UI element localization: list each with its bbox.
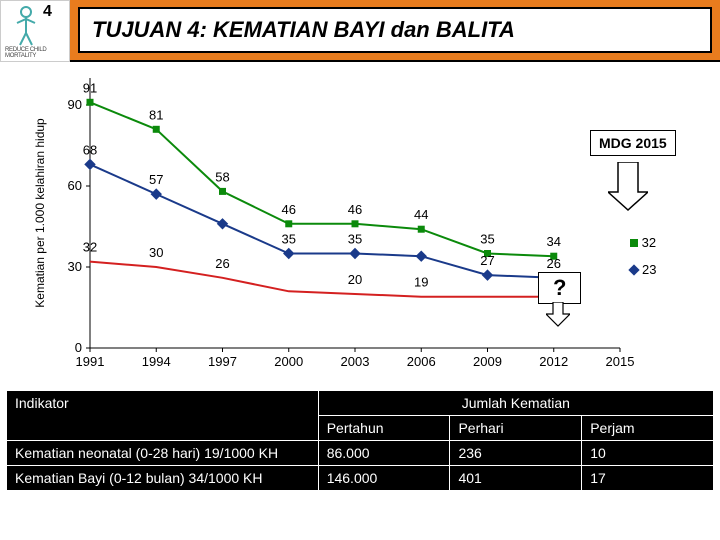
bayi-target: 23 — [642, 262, 656, 277]
svg-text:1991: 1991 — [76, 354, 105, 369]
balita-target-marker: 32 — [630, 235, 656, 250]
bayi-target-marker: 23 — [630, 262, 656, 277]
svg-text:44: 44 — [414, 207, 428, 222]
svg-text:26: 26 — [215, 256, 229, 271]
cell-val: 146.000 — [318, 466, 450, 491]
cell-ind: Kematian Bayi (0-12 bulan) 34/1000 KH — [7, 466, 319, 491]
table-row: Kematian Bayi (0-12 bulan) 34/1000 KH 14… — [7, 466, 714, 491]
svg-text:35: 35 — [348, 232, 362, 247]
goal-icon-box: 4 REDUCE CHILD MORTALITY — [0, 0, 70, 62]
indicator-table: Indikator Jumlah Kematian Pertahun Perha… — [6, 390, 714, 491]
cell-val: 401 — [450, 466, 582, 491]
col-indikator: Indikator — [7, 391, 319, 441]
header-bar: TUJUAN 4: KEMATIAN BAYI dan BALITA — [70, 0, 720, 62]
svg-text:1997: 1997 — [208, 354, 237, 369]
svg-text:26: 26 — [547, 256, 561, 271]
svg-text:2000: 2000 — [274, 354, 303, 369]
table-row: Kematian neonatal (0-28 hari) 19/1000 KH… — [7, 441, 714, 466]
svg-text:Kematian per 1.000 kelahiran h: Kematian per 1.000 kelahiran hidup — [33, 118, 47, 308]
svg-text:34: 34 — [547, 234, 561, 249]
svg-text:1994: 1994 — [142, 354, 171, 369]
svg-text:19: 19 — [414, 275, 428, 290]
mdg-2015-label: MDG 2015 — [590, 130, 676, 156]
svg-text:27: 27 — [480, 253, 494, 268]
svg-text:2003: 2003 — [341, 354, 370, 369]
child-icon — [11, 5, 41, 47]
svg-text:35: 35 — [480, 232, 494, 247]
svg-text:58: 58 — [215, 169, 229, 184]
svg-text:60: 60 — [68, 178, 82, 193]
question-box: ? — [538, 272, 581, 304]
mdg-arrow — [608, 162, 648, 212]
goal-caption: REDUCE CHILD MORTALITY — [5, 47, 69, 59]
svg-text:46: 46 — [282, 202, 296, 217]
col-perjam: Perjam — [582, 416, 714, 441]
col-pertahun: Pertahun — [318, 416, 450, 441]
question-arrow — [546, 302, 570, 328]
svg-text:20: 20 — [348, 272, 362, 287]
svg-text:30: 30 — [149, 245, 163, 260]
svg-text:68: 68 — [83, 142, 97, 157]
svg-text:90: 90 — [68, 97, 82, 112]
svg-text:32: 32 — [83, 240, 97, 255]
svg-text:91: 91 — [83, 80, 97, 95]
svg-text:81: 81 — [149, 107, 163, 122]
goal-number: 4 — [43, 3, 52, 21]
col-perhari: Perhari — [450, 416, 582, 441]
page-title: TUJUAN 4: KEMATIAN BAYI dan BALITA — [78, 7, 712, 53]
svg-text:0: 0 — [75, 340, 82, 355]
cell-val: 236 — [450, 441, 582, 466]
cell-val: 86.000 — [318, 441, 450, 466]
svg-text:2009: 2009 — [473, 354, 502, 369]
svg-text:35: 35 — [282, 232, 296, 247]
mortality-chart: 0 30 60 90 Kematian per 1.000 kelahiran hidu… — [30, 68, 690, 378]
svg-text:2012: 2012 — [539, 354, 568, 369]
svg-text:30: 30 — [68, 259, 82, 274]
svg-text:2006: 2006 — [407, 354, 436, 369]
cell-val: 17 — [582, 466, 714, 491]
cell-val: 10 — [582, 441, 714, 466]
col-jumlah: Jumlah Kematian — [318, 391, 713, 416]
svg-text:46: 46 — [348, 202, 362, 217]
balita-target: 32 — [642, 235, 656, 250]
chart-svg: 0 30 60 90 Kematian per 1.000 kelahiran hidu… — [30, 68, 690, 378]
cell-ind: Kematian neonatal (0-28 hari) 19/1000 KH — [7, 441, 319, 466]
svg-text:57: 57 — [149, 172, 163, 187]
svg-text:2015: 2015 — [606, 354, 635, 369]
